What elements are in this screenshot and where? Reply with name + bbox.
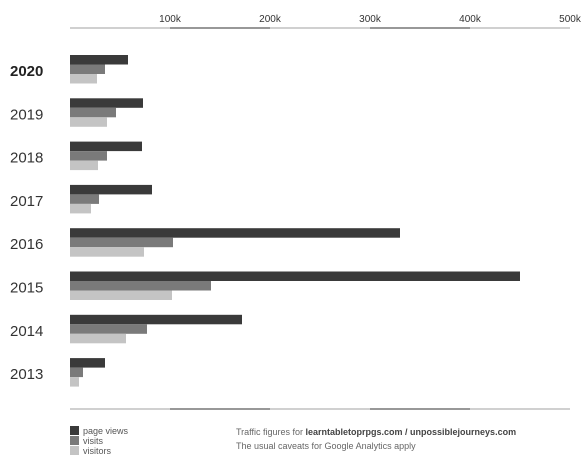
legend-swatch-visits <box>70 436 79 445</box>
x-tick-labels: 100k 200k 300k 400k 500k <box>159 14 582 25</box>
legend-swatch-visitors <box>70 446 79 455</box>
credit-line-1: Traffic figures for learntabletoprpgs.co… <box>236 427 516 437</box>
bar-2018-visitors <box>70 160 98 171</box>
axes <box>70 27 570 410</box>
year-label-2014: 2014 <box>10 323 43 340</box>
bar-2018-page-views <box>70 141 142 152</box>
legend-swatch-page-views <box>70 426 79 435</box>
bar-2020-visitors <box>70 74 97 84</box>
x-tick-label-100k: 100k <box>159 14 182 25</box>
bar-2017-page-views <box>70 184 152 195</box>
bar-2014-visits <box>70 324 147 334</box>
bar-2018-visits <box>70 151 107 161</box>
x-tick-label-400k: 400k <box>459 14 482 25</box>
legend-label-page-views: page views <box>83 426 129 436</box>
bar-2017-visitors <box>70 203 91 214</box>
x-tick-label-200k: 200k <box>259 14 282 25</box>
bar-2016-visits <box>70 237 173 248</box>
year-label-2017: 2017 <box>10 193 43 210</box>
credit-line-2: The usual caveats for Google Analytics a… <box>236 441 416 451</box>
bars <box>70 55 520 387</box>
credit-sites: learntabletoprpgs.com / unpossiblejourne… <box>306 427 517 437</box>
credits: Traffic figures for learntabletoprpgs.co… <box>236 427 516 451</box>
x-tick-label-500k: 500k <box>559 14 582 25</box>
legend-label-visitors: visitors <box>83 446 112 456</box>
bar-2015-visits <box>70 281 211 291</box>
bar-2020-page-views <box>70 55 128 65</box>
bar-2017-visits <box>70 194 99 204</box>
bar-2019-visits <box>70 107 116 118</box>
legend-label-visits: visits <box>83 436 103 446</box>
year-label-2020: 2020 <box>10 63 43 80</box>
year-label-2018: 2018 <box>10 150 43 167</box>
bar-2015-page-views <box>70 271 520 281</box>
bar-2016-page-views <box>70 228 400 238</box>
bar-2014-page-views <box>70 314 242 325</box>
bar-2013-visitors <box>70 377 79 387</box>
year-label-2013: 2013 <box>10 366 43 383</box>
year-label-2019: 2019 <box>10 106 43 123</box>
bar-2014-visitors <box>70 333 126 344</box>
bar-2019-visitors <box>70 117 107 127</box>
year-labels: 2020 2019 2018 2017 2016 2015 2014 2013 <box>10 63 43 383</box>
year-label-2016: 2016 <box>10 236 43 253</box>
bar-2019-page-views <box>70 98 143 108</box>
bar-2020-visits <box>70 64 105 74</box>
year-label-2015: 2015 <box>10 280 43 297</box>
bar-2013-page-views <box>70 358 105 368</box>
bar-2016-visitors <box>70 247 144 257</box>
bar-2013-visits <box>70 367 83 378</box>
credit-prefix: Traffic figures for <box>236 427 306 437</box>
bar-2015-visitors <box>70 290 172 300</box>
x-tick-label-300k: 300k <box>359 14 382 25</box>
